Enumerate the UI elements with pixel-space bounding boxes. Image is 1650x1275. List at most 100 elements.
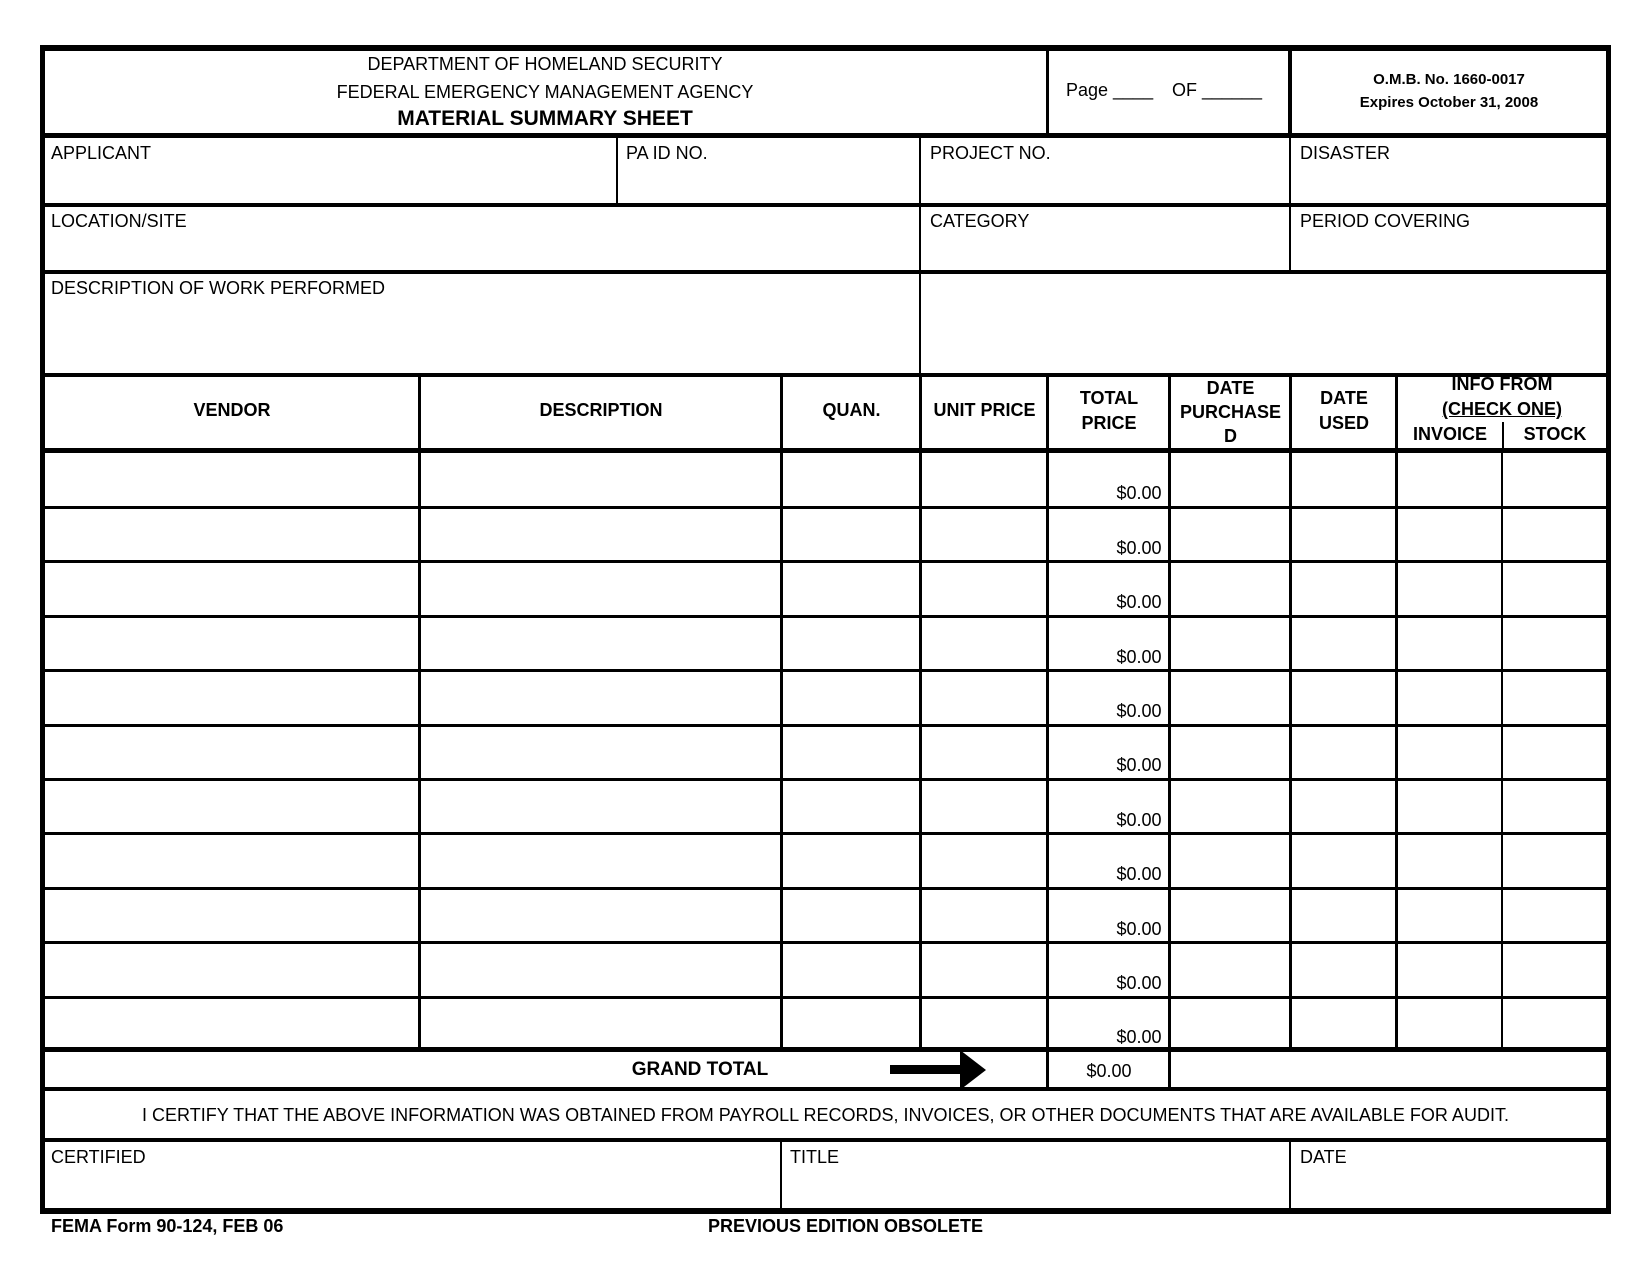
divider	[40, 1047, 1611, 1052]
omb-number: O.M.B. No. 1660-0017	[1373, 71, 1525, 88]
divider	[1168, 1050, 1171, 1090]
column-divider	[418, 377, 421, 1047]
date-field[interactable]: DATE	[1291, 1142, 1606, 1208]
row-divider	[45, 669, 1606, 673]
date-label: DATE	[1300, 1147, 1347, 1167]
disaster-field[interactable]: DISASTER	[1291, 138, 1606, 204]
column-divider	[919, 377, 922, 1047]
title-field[interactable]: TITLE	[782, 1142, 1289, 1208]
row-divider	[45, 777, 1606, 781]
period-field[interactable]: PERIOD COVERING	[1291, 207, 1606, 271]
table-row[interactable]: $0.00	[45, 453, 1606, 507]
table-row[interactable]: $0.00	[45, 562, 1606, 616]
col-unit-price: UNIT PRICE	[933, 400, 1036, 420]
dept-name: DEPARTMENT OF HOMELAND SECURITY	[367, 54, 723, 74]
project-no-field[interactable]: PROJECT NO.	[921, 138, 1289, 204]
col-date-used: DATE	[1320, 388, 1368, 408]
category-field[interactable]: CATEGORY	[921, 207, 1289, 271]
col-info-from: INFO FROM	[1451, 374, 1553, 394]
divider	[780, 1142, 782, 1208]
total-price-cell: $0.00	[1116, 918, 1162, 939]
table-row[interactable]: $0.00	[45, 616, 1606, 670]
total-price-cell: $0.00	[1116, 755, 1162, 776]
total-price-cell: $0.00	[1116, 592, 1162, 613]
table-row[interactable]: $0.00	[45, 997, 1606, 1051]
frame-bottom	[40, 1208, 1611, 1214]
divider	[1289, 1142, 1291, 1208]
table-row[interactable]: $0.00	[45, 834, 1606, 888]
col-quan: QUAN.	[822, 400, 881, 420]
divider	[1046, 48, 1049, 135]
location-field[interactable]: LOCATION/SITE	[45, 207, 919, 271]
col-total-price: TOTAL	[1079, 388, 1139, 408]
col-invoice: INVOICE	[1412, 424, 1487, 444]
disaster-label: DISASTER	[1300, 143, 1391, 163]
col-description: DESCRIPTION	[539, 400, 663, 420]
frame-left	[40, 45, 45, 1214]
column-divider	[1289, 377, 1292, 1047]
table-row[interactable]: $0.00	[45, 943, 1606, 997]
pa-id-label: PA ID NO.	[626, 143, 708, 163]
row-divider	[45, 886, 1606, 890]
divider	[1046, 1050, 1049, 1090]
location-label: LOCATION/SITE	[51, 211, 187, 231]
applicant-label: APPLICANT	[51, 143, 152, 163]
row-divider	[45, 723, 1606, 727]
col-date-purchased: PURCHASE	[1179, 402, 1281, 422]
table-row[interactable]: $0.00	[45, 888, 1606, 942]
description-work-field[interactable]: DESCRIPTION OF WORK PERFORMED	[45, 274, 1606, 374]
row-divider	[45, 614, 1606, 618]
frame-right	[1606, 45, 1611, 1214]
pa-id-field[interactable]: PA ID NO.	[618, 138, 920, 204]
total-price-cell: $0.00	[1116, 700, 1162, 721]
col-date-used: USED	[1318, 413, 1369, 433]
row-divider	[45, 505, 1606, 509]
col-check-one: (CHECK ONE)	[1442, 399, 1562, 419]
total-price-cell: $0.00	[1116, 646, 1162, 667]
row-divider	[45, 941, 1606, 945]
grand-total-value: $0.00	[1086, 1061, 1132, 1081]
page-of-field[interactable]: OF ______	[1172, 80, 1263, 100]
column-divider	[1501, 453, 1503, 1047]
period-label: PERIOD COVERING	[1300, 211, 1471, 231]
column-divider	[1395, 377, 1398, 1047]
divider	[40, 1138, 1611, 1142]
grand-total-label: GRAND TOTAL	[631, 1059, 769, 1080]
category-label: CATEGORY	[930, 211, 1030, 231]
obsolete-notice: PREVIOUS EDITION OBSOLETE	[708, 1216, 984, 1236]
row-divider	[45, 995, 1606, 999]
table-row[interactable]: $0.00	[45, 507, 1606, 561]
table-row[interactable]: $0.00	[45, 779, 1606, 833]
arrow-right-icon	[890, 1050, 990, 1095]
divider	[40, 133, 1611, 138]
table-row[interactable]: $0.00	[45, 671, 1606, 725]
page-number-field[interactable]: Page ____	[1066, 80, 1154, 100]
project-no-label: PROJECT NO.	[930, 143, 1051, 163]
agency-name: FEDERAL EMERGENCY MANAGEMENT AGENCY	[336, 82, 754, 102]
col-vendor: VENDOR	[193, 400, 271, 420]
title-label: TITLE	[790, 1147, 840, 1167]
total-price-cell: $0.00	[1116, 537, 1162, 558]
divider	[40, 373, 1611, 377]
row-divider	[45, 560, 1606, 564]
certified-field[interactable]: CERTIFIED	[45, 1142, 780, 1208]
total-price-cell: $0.00	[1116, 1027, 1162, 1048]
description-work-label: DESCRIPTION OF WORK PERFORMED	[51, 278, 386, 298]
certified-label: CERTIFIED	[51, 1147, 146, 1167]
column-divider	[1046, 377, 1049, 1047]
row-divider	[45, 832, 1606, 836]
divider	[40, 448, 1611, 453]
divider	[40, 1087, 1611, 1091]
col-total-price: PRICE	[1081, 413, 1137, 433]
certification-statement: I CERTIFY THAT THE ABOVE INFORMATION WAS…	[142, 1105, 1509, 1125]
divider	[40, 270, 1611, 274]
column-divider	[780, 377, 783, 1047]
page-title: MATERIAL SUMMARY SHEET	[397, 107, 693, 130]
table-row[interactable]: $0.00	[45, 725, 1606, 779]
total-price-cell: $0.00	[1116, 864, 1162, 885]
applicant-field[interactable]: APPLICANT	[45, 138, 617, 204]
omb-expiry: Expires October 31, 2008	[1359, 94, 1539, 111]
divider	[1502, 422, 1504, 450]
col-date-purchased: D	[1224, 426, 1237, 446]
